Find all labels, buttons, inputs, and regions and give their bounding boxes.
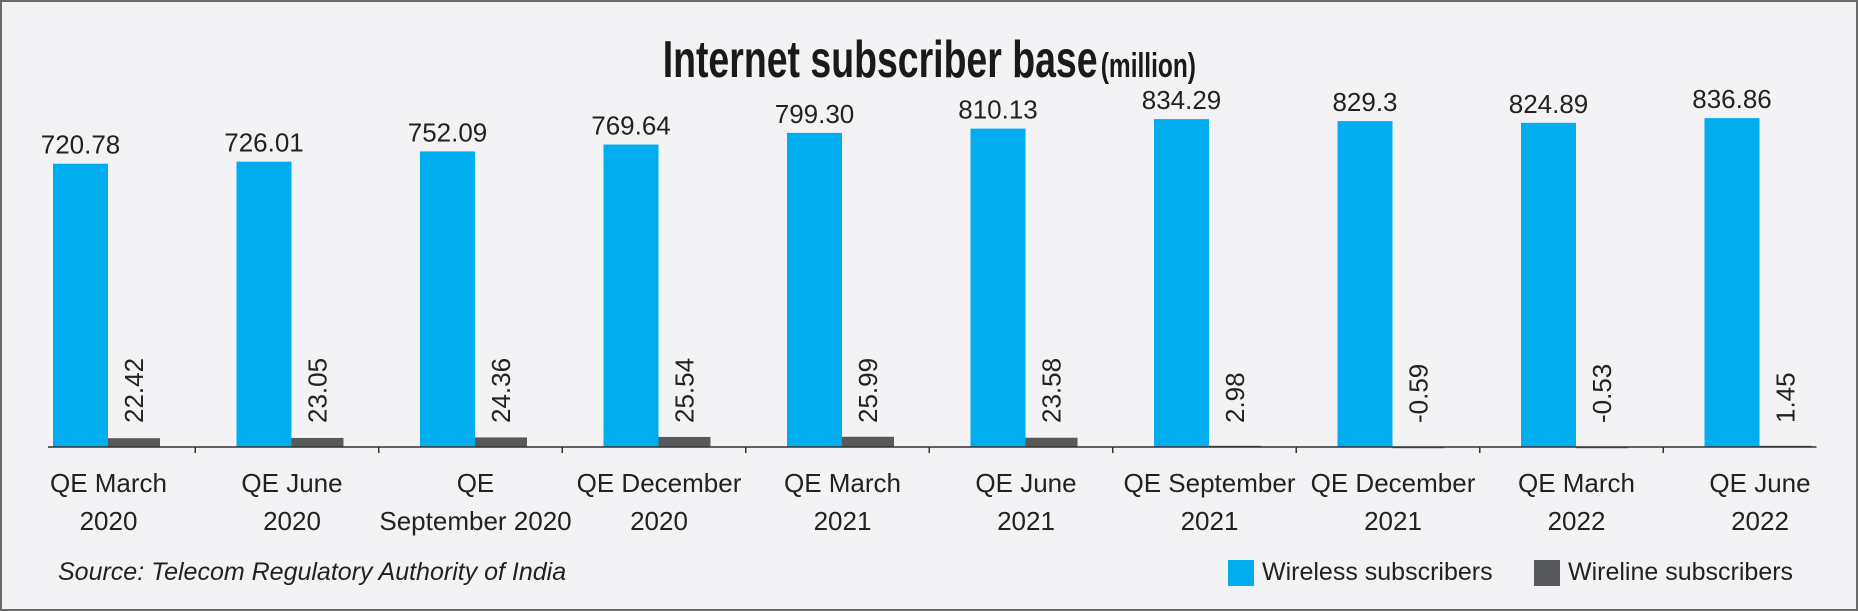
- data-label-wireless: 834.29: [1142, 85, 1222, 115]
- x-tick-label: QE June: [975, 468, 1076, 498]
- x-tick-label: 2020: [263, 506, 321, 536]
- x-tick-label: 2021: [1181, 506, 1239, 536]
- x-tick-label: QE December: [1311, 468, 1476, 498]
- bar-wireline: [108, 438, 160, 447]
- x-tick-label: QE: [457, 468, 495, 498]
- legend-label-wireless: Wireless subscribers: [1262, 558, 1493, 586]
- data-label-wireless: 836.86: [1692, 84, 1772, 114]
- x-tick-label: QE March: [784, 468, 901, 498]
- x-tick-label: 2021: [1364, 506, 1422, 536]
- bar-wireless: [1704, 118, 1760, 448]
- bar-wireline: [291, 437, 344, 447]
- x-tick-label: 2021: [997, 506, 1055, 536]
- data-label-wireline: 1.45: [1771, 372, 1801, 423]
- bar-wireless: [787, 132, 842, 447]
- data-label-wireless: 824.89: [1509, 89, 1589, 119]
- bar-wireless: [1337, 121, 1393, 448]
- x-tick-label: QE December: [577, 468, 742, 498]
- x-tick-label: QE June: [241, 468, 342, 498]
- data-label-wireline: -0.59: [1404, 364, 1434, 423]
- bar-wireless: [53, 163, 108, 447]
- data-label-wireline: 22.42: [119, 358, 149, 423]
- x-tick-label: 2022: [1548, 506, 1606, 536]
- chart-title: Internet subscriber base (million): [0, 30, 1858, 90]
- data-label-wireless: 829.3: [1332, 87, 1397, 117]
- data-label-wireless: 810.13: [958, 95, 1038, 125]
- x-tick-label: QE September: [1124, 468, 1296, 498]
- legend-item-wireline: Wireline subscribers: [1534, 558, 1793, 587]
- data-label-wireline: 2.98: [1220, 372, 1250, 423]
- legend-item-wireless: Wireless subscribers: [1228, 558, 1493, 587]
- x-tick-label: 2020: [630, 506, 688, 536]
- bar-wireline: [475, 437, 527, 447]
- title-main: Internet subscriber base: [662, 31, 1098, 89]
- bar-wireless: [603, 144, 659, 447]
- data-label-wireline: 23.05: [303, 358, 333, 423]
- bar-wireless: [1154, 119, 1209, 448]
- x-tick-label: September 2020: [379, 506, 571, 536]
- bar-wireless: [1521, 122, 1576, 447]
- bar-wireline: [842, 436, 894, 447]
- bar-wireless: [420, 151, 475, 447]
- x-tick-label: QE March: [1518, 468, 1635, 498]
- bar-wireline: [658, 436, 711, 447]
- data-label-wireless: 726.01: [224, 128, 304, 158]
- data-label-wireline: 24.36: [486, 358, 516, 423]
- x-tick-label: QE March: [50, 468, 167, 498]
- legend-swatch-wireless: [1228, 559, 1254, 586]
- source-note: Source: Telecom Regulatory Authority of …: [58, 558, 567, 586]
- x-tick-label: 2021: [814, 506, 872, 536]
- bar-wireline: [1025, 437, 1078, 447]
- data-label-wireless: 720.78: [41, 130, 121, 160]
- data-label-wireline: -0.53: [1587, 364, 1617, 423]
- data-label-wireless: 752.09: [408, 117, 488, 147]
- data-label-wireline: 25.99: [853, 358, 883, 423]
- data-label-wireless: 769.64: [591, 111, 671, 141]
- x-tick-label: 2020: [80, 506, 138, 536]
- title-unit: (million): [1100, 47, 1196, 85]
- data-label-wireless: 799.30: [775, 99, 855, 129]
- bar-wireless: [236, 161, 292, 447]
- legend-swatch-wireline: [1534, 559, 1560, 586]
- bar-wireless: [970, 128, 1026, 448]
- data-label-wireline: 23.58: [1037, 358, 1067, 423]
- x-tick-label: 2022: [1731, 506, 1789, 536]
- data-label-wireline: 25.54: [670, 358, 700, 423]
- x-tick-label: QE June: [1709, 468, 1810, 498]
- legend-label-wireline: Wireline subscribers: [1568, 558, 1794, 586]
